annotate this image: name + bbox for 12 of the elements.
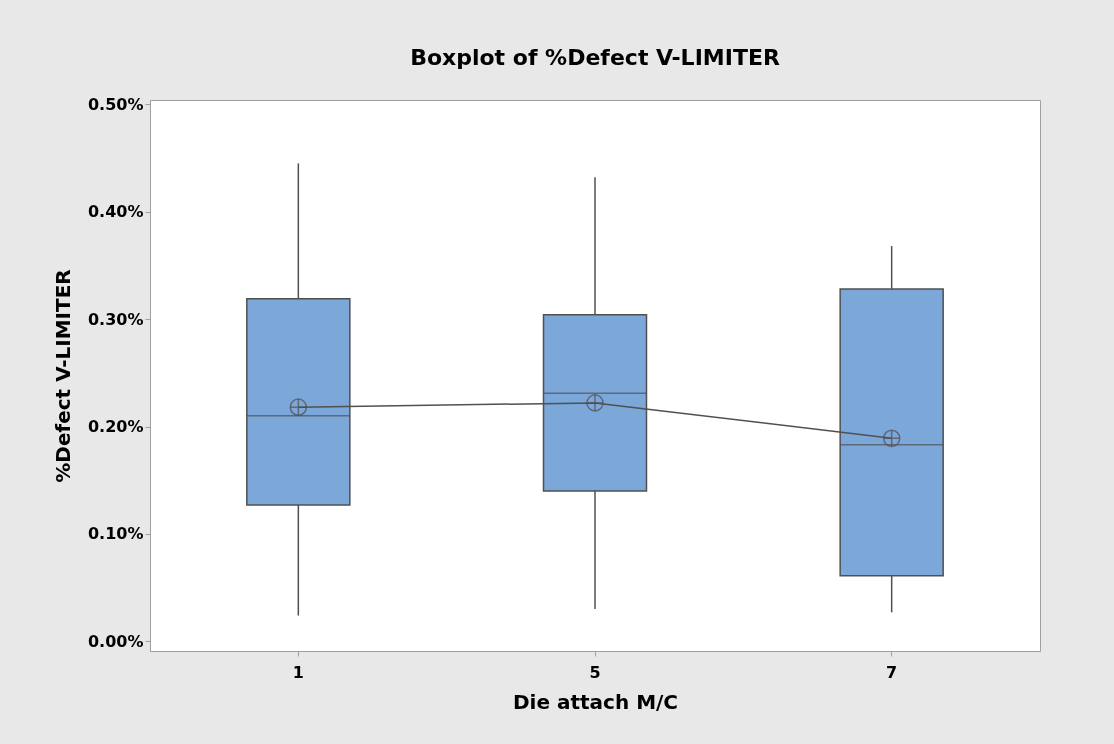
x-tick-label: 5 <box>589 662 601 682</box>
y-tick-label: 0.50% <box>87 94 144 114</box>
x-tick-label: 7 <box>886 662 898 682</box>
y-tick-label: 0.00% <box>87 631 144 651</box>
x-tick-label: 1 <box>292 662 304 682</box>
y-tick-label: 0.30% <box>87 309 144 329</box>
y-tick-label: 0.40% <box>87 202 144 222</box>
y-tick-label: 0.20% <box>87 417 144 437</box>
y-tick-label: 0.10% <box>87 524 144 544</box>
y-axis-title: %Defect V-LIMITER <box>50 269 75 483</box>
chart-title: Boxplot of %Defect V-LIMITER <box>410 45 780 71</box>
x-axis-title: Die attach M/C <box>512 689 679 714</box>
